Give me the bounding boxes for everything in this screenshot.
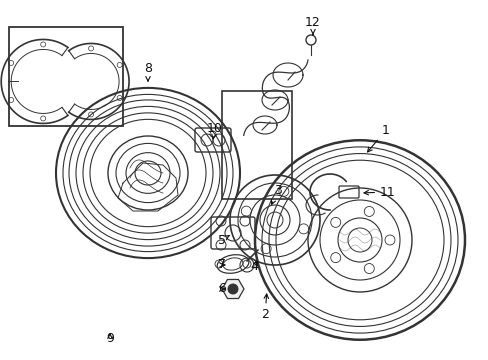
Text: 12: 12 [305, 15, 320, 34]
Text: 5: 5 [218, 234, 229, 247]
Text: 1: 1 [367, 123, 389, 152]
Text: 4: 4 [249, 261, 257, 274]
Text: 8: 8 [143, 62, 152, 81]
Text: 3: 3 [271, 184, 281, 204]
Text: 9: 9 [106, 332, 114, 345]
Bar [222, 91, 291, 199]
Text: 11: 11 [363, 185, 395, 198]
Bar [9, 27, 123, 126]
Circle shape [227, 284, 238, 294]
Text: 2: 2 [261, 294, 268, 321]
Text: 10: 10 [206, 122, 223, 139]
Text: 7: 7 [218, 258, 225, 271]
Text: 6: 6 [218, 283, 225, 296]
